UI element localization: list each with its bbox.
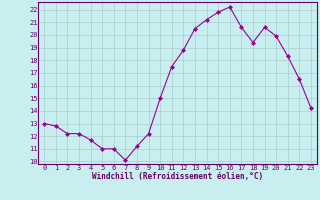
X-axis label: Windchill (Refroidissement éolien,°C): Windchill (Refroidissement éolien,°C) xyxy=(92,172,263,181)
